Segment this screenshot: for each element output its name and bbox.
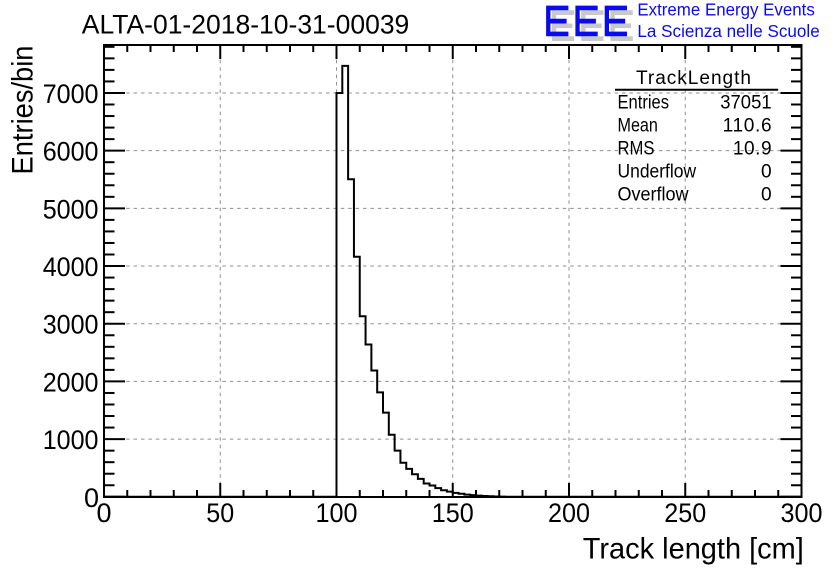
svg-text:0: 0 [84,483,99,513]
svg-text:La Scienza nelle Scuole: La Scienza nelle Scuole [637,21,819,41]
svg-text:Track length [cm]: Track length [cm] [583,533,804,566]
svg-text:150: 150 [432,498,474,528]
svg-text:Mean: Mean [618,116,658,137]
svg-text:Entries/bin: Entries/bin [7,46,40,175]
svg-text:6000: 6000 [43,137,99,167]
svg-text:10.9: 10.9 [733,138,772,159]
svg-text:ALTA-01-2018-10-31-00039: ALTA-01-2018-10-31-00039 [82,10,410,40]
svg-text:Extreme Energy Events: Extreme Energy Events [637,0,815,20]
svg-text:300: 300 [781,498,823,528]
svg-text:1000: 1000 [43,425,99,455]
svg-text:110.6: 110.6 [723,116,772,137]
svg-text:RMS: RMS [618,138,655,159]
svg-text:TrackLength: TrackLength [636,68,751,89]
svg-text:37051: 37051 [720,93,771,114]
svg-text:4000: 4000 [43,252,99,282]
svg-text:2000: 2000 [43,367,99,397]
svg-text:250: 250 [664,498,706,528]
svg-text:Underflow: Underflow [618,161,697,182]
svg-text:0: 0 [761,161,772,182]
svg-text:50: 50 [206,498,234,528]
svg-text:Entries: Entries [618,93,670,114]
svg-text:7000: 7000 [43,79,99,109]
svg-text:200: 200 [548,498,590,528]
svg-text:100: 100 [316,498,358,528]
svg-text:Overflow: Overflow [618,184,689,205]
svg-text:5000: 5000 [43,194,99,224]
svg-text:0: 0 [96,498,111,528]
svg-text:3000: 3000 [43,310,99,340]
svg-text:0: 0 [761,184,772,205]
